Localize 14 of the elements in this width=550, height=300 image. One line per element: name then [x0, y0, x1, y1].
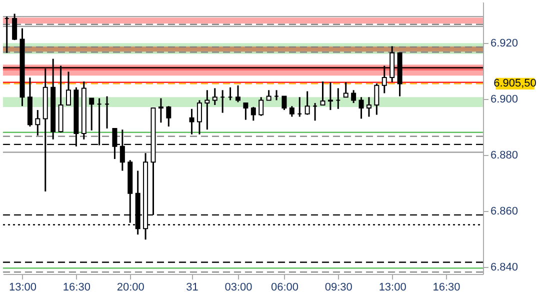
x-tick-label: 13:00 — [8, 282, 37, 294]
x-tick-label: 16:30 — [432, 282, 460, 294]
x-tick-label: 09:30 — [324, 282, 352, 294]
x-tick-label: 13:00 — [378, 282, 406, 294]
y-tick-label: 6.920 — [490, 38, 518, 50]
y-tick-label: 6.840 — [490, 262, 518, 274]
x-tick-label: 03:00 — [224, 282, 252, 294]
x-tick-label: 06:00 — [270, 282, 298, 294]
x-tick-label: 31 — [186, 282, 198, 294]
x-tick-label: 16:30 — [62, 282, 90, 294]
y-tick-label: 6.880 — [490, 150, 518, 162]
x-tick-label: 20:00 — [116, 282, 144, 294]
y-tick-label: 6.860 — [490, 206, 518, 218]
y-tick-label: 6.900 — [490, 94, 518, 106]
